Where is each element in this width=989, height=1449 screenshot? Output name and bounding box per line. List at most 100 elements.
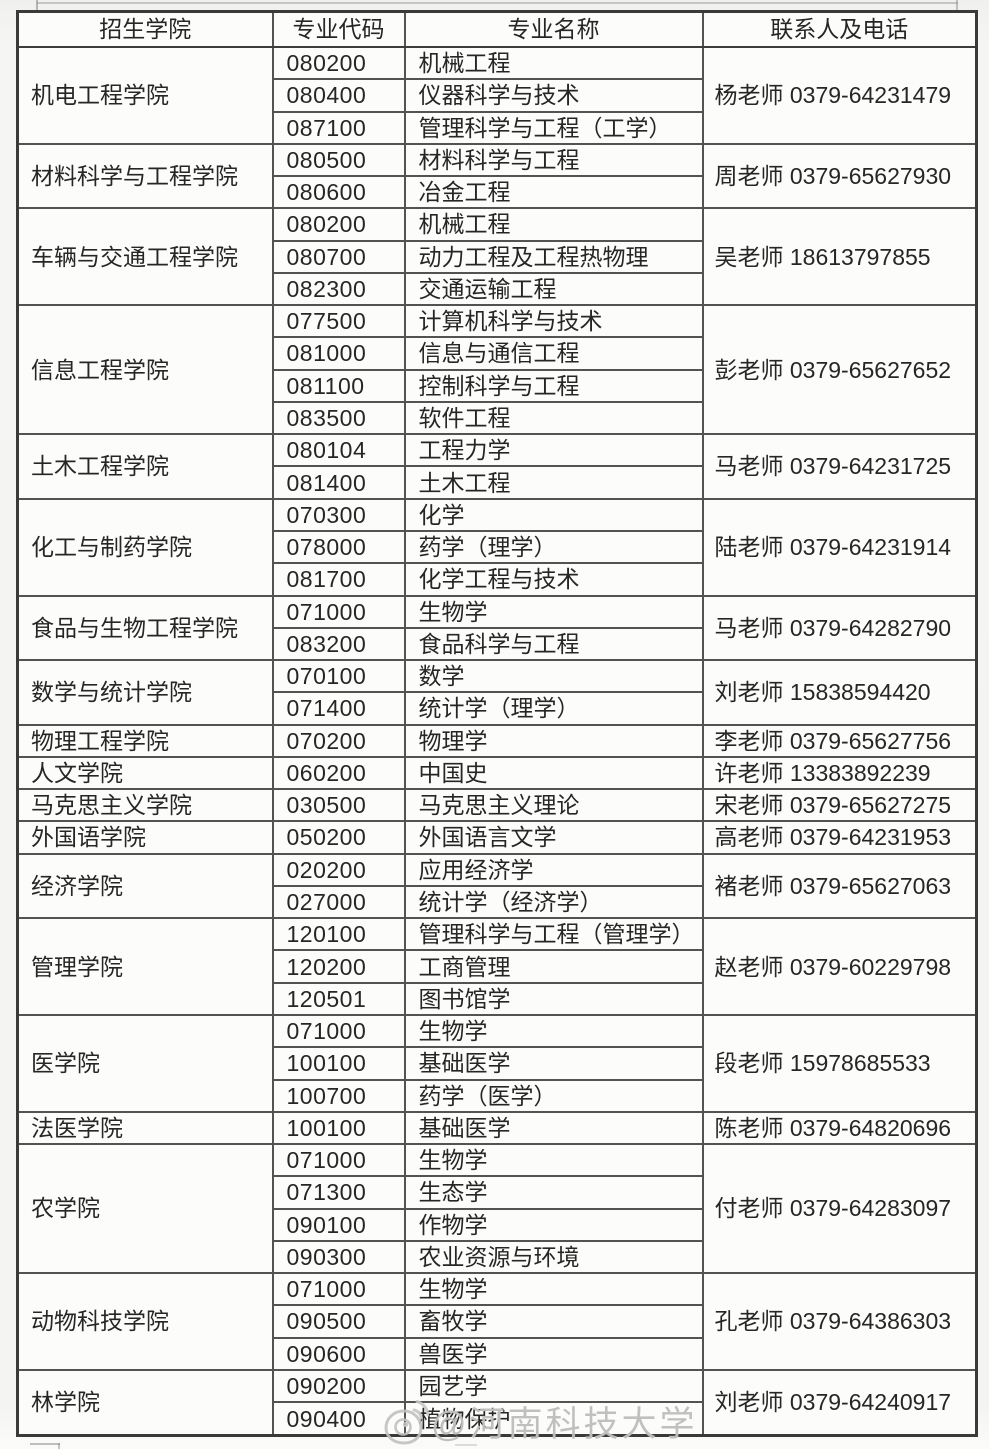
table-row: 090100 作物学 — [18, 1207, 977, 1242]
college-cell: 材料科学与工程学院 — [16, 142, 274, 210]
major-code-cell: 077500 — [271, 304, 406, 339]
table-row: 081000 信息与通信工程 — [18, 336, 977, 371]
major-code-cell: 082300 — [271, 271, 406, 307]
major-name-cell: 动力工程及工程热物理 — [403, 239, 704, 274]
college-cell: 数学与统计学院 — [16, 659, 274, 726]
college-cell: 经济学院 — [16, 852, 274, 920]
major-name-cell: 园艺学 — [403, 1368, 704, 1404]
major-code-cell: 081400 — [271, 465, 406, 500]
major-name-cell: 生物学 — [403, 594, 704, 629]
table-row: 090300 农业资源与环境 — [18, 1239, 977, 1275]
college-cell: 食品与生物工程学院 — [16, 594, 274, 662]
major-code-cell: 027000 — [271, 884, 406, 920]
major-code-cell: 071400 — [271, 691, 406, 726]
table-row: 马克思主义学院 030500 马克思主义理论 宋老师 0379-65627275 — [16, 788, 978, 823]
contact-cell: 陆老师 0379-64231914 — [701, 497, 978, 597]
major-code-cell: 090600 — [271, 1336, 406, 1371]
major-code-cell: 120200 — [271, 949, 406, 984]
major-name-cell: 图书馆学 — [403, 981, 704, 1016]
major-code-cell: 071000 — [271, 1272, 406, 1307]
contact-cell: 刘老师 0379-64240917 — [701, 1368, 978, 1437]
header-college: 招生学院 — [16, 10, 274, 48]
major-name-cell: 机械工程 — [403, 45, 704, 81]
header-major-code: 专业代码 — [271, 10, 406, 48]
table-row: 信息工程学院 077500 计算机科学与技术 彭老师 0379-65627652 — [16, 304, 978, 436]
major-name-cell: 畜牧学 — [403, 1304, 704, 1339]
table-row: 动物科技学院 071000 生物学 孔老师 0379-64386303 — [16, 1272, 978, 1371]
contact-cell: 周老师 0379-65627930 — [701, 142, 978, 210]
table-row: 078000 药学（理学） — [18, 529, 977, 565]
table-row: 材料科学与工程学院 080500 材料科学与工程 周老师 0379-65627930 — [16, 142, 978, 210]
major-name-cell: 工商管理 — [403, 949, 704, 984]
contact-cell: 彭老师 0379-65627652 — [701, 304, 978, 436]
major-code-cell: 083500 — [271, 400, 406, 436]
major-name-cell: 植物保护 — [403, 1401, 704, 1437]
college-cell: 机电工程学院 — [16, 46, 274, 145]
major-code-cell: 071300 — [271, 1175, 406, 1210]
major-code-cell: 120501 — [271, 981, 406, 1016]
major-name-cell: 兽医学 — [403, 1336, 704, 1371]
major-code-cell: 080600 — [271, 175, 406, 210]
major-name-cell: 机械工程 — [403, 207, 704, 242]
major-code-cell: 090100 — [271, 1207, 406, 1242]
major-code-cell: 070300 — [271, 497, 406, 532]
major-name-cell: 生物学 — [403, 1272, 704, 1307]
major-name-cell: 材料科学与工程 — [403, 142, 704, 178]
table-row: 087100 管理科学与工程（工学） — [18, 110, 977, 145]
major-name-cell: 仪器科学与技术 — [403, 78, 704, 113]
college-cell: 管理学院 — [16, 917, 274, 1016]
table-row: 090500 畜牧学 — [18, 1304, 977, 1339]
header-contact: 联系人及电话 — [701, 10, 978, 48]
contact-cell: 付老师 0379-64283097 — [701, 1143, 978, 1275]
major-name-cell: 基础医学 — [403, 1110, 704, 1146]
major-name-cell: 马克思主义理论 — [403, 788, 704, 823]
major-name-cell: 数学 — [403, 659, 704, 694]
major-code-cell: 100100 — [271, 1046, 406, 1081]
major-code-cell: 080400 — [271, 78, 406, 113]
major-name-cell: 化学工程与技术 — [403, 562, 704, 597]
major-code-cell: 081000 — [271, 336, 406, 371]
table-row: 法医学院 100100 基础医学 陈老师 0379-64820696 — [16, 1110, 978, 1146]
major-name-cell: 管理科学与工程（管理学） — [403, 917, 704, 952]
major-code-cell: 030500 — [271, 788, 406, 823]
major-name-cell: 交通运输工程 — [403, 271, 704, 307]
table-row: 土木工程学院 080104 工程力学 马老师 0379-64231725 — [16, 433, 978, 500]
major-code-cell: 070200 — [271, 723, 406, 758]
major-name-cell: 农业资源与环境 — [403, 1239, 704, 1275]
major-code-cell: 080104 — [271, 433, 406, 468]
major-code-cell: 071000 — [271, 1143, 406, 1178]
contact-cell: 赵老师 0379-60229798 — [701, 917, 978, 1016]
major-code-cell: 090500 — [271, 1304, 406, 1339]
table-row: 082300 交通运输工程 — [18, 271, 977, 307]
major-name-cell: 生态学 — [403, 1175, 704, 1210]
major-name-cell: 生物学 — [403, 1013, 704, 1049]
major-name-cell: 药学（医学） — [403, 1078, 704, 1113]
cutoff-table-below-line-mid — [455, 1444, 477, 1446]
table-row: 100100 基础医学 — [18, 1046, 977, 1081]
college-cell: 化工与制药学院 — [16, 497, 274, 597]
table-row: 化工与制药学院 070300 化学 陆老师 0379-64231914 — [16, 497, 978, 597]
college-cell: 物理工程学院 — [16, 723, 274, 758]
table-row: 食品与生物工程学院 071000 生物学 马老师 0379-64282790 — [16, 594, 978, 662]
major-code-cell: 090200 — [271, 1368, 406, 1404]
major-name-cell: 生物学 — [403, 1143, 704, 1178]
major-code-cell: 070100 — [271, 659, 406, 694]
table-row: 071300 生态学 — [18, 1175, 977, 1210]
table-row: 120200 工商管理 — [18, 949, 977, 984]
college-cell: 林学院 — [16, 1368, 274, 1437]
header-row: 招生学院 专业代码 专业名称 联系人及电话 — [16, 10, 978, 48]
major-name-cell: 控制科学与工程 — [403, 368, 704, 403]
college-cell: 动物科技学院 — [16, 1272, 274, 1371]
table-row: 车辆与交通工程学院 080200 机械工程 吴老师 18613797855 — [16, 207, 978, 307]
major-code-cell: 090300 — [271, 1239, 406, 1275]
major-name-cell: 应用经济学 — [403, 852, 704, 887]
college-cell: 农学院 — [16, 1143, 274, 1275]
table-row: 经济学院 020200 应用经济学 褚老师 0379-65627063 — [16, 852, 978, 920]
major-name-cell: 基础医学 — [403, 1046, 704, 1081]
contact-cell: 陈老师 0379-64820696 — [701, 1110, 978, 1146]
table-row: 080700 动力工程及工程热物理 — [18, 239, 977, 274]
major-name-cell: 计算机科学与技术 — [403, 304, 704, 339]
major-name-cell: 统计学（经济学） — [403, 884, 704, 920]
major-name-cell: 食品科学与工程 — [403, 626, 704, 662]
cutoff-table-below-line-left — [30, 1443, 60, 1445]
